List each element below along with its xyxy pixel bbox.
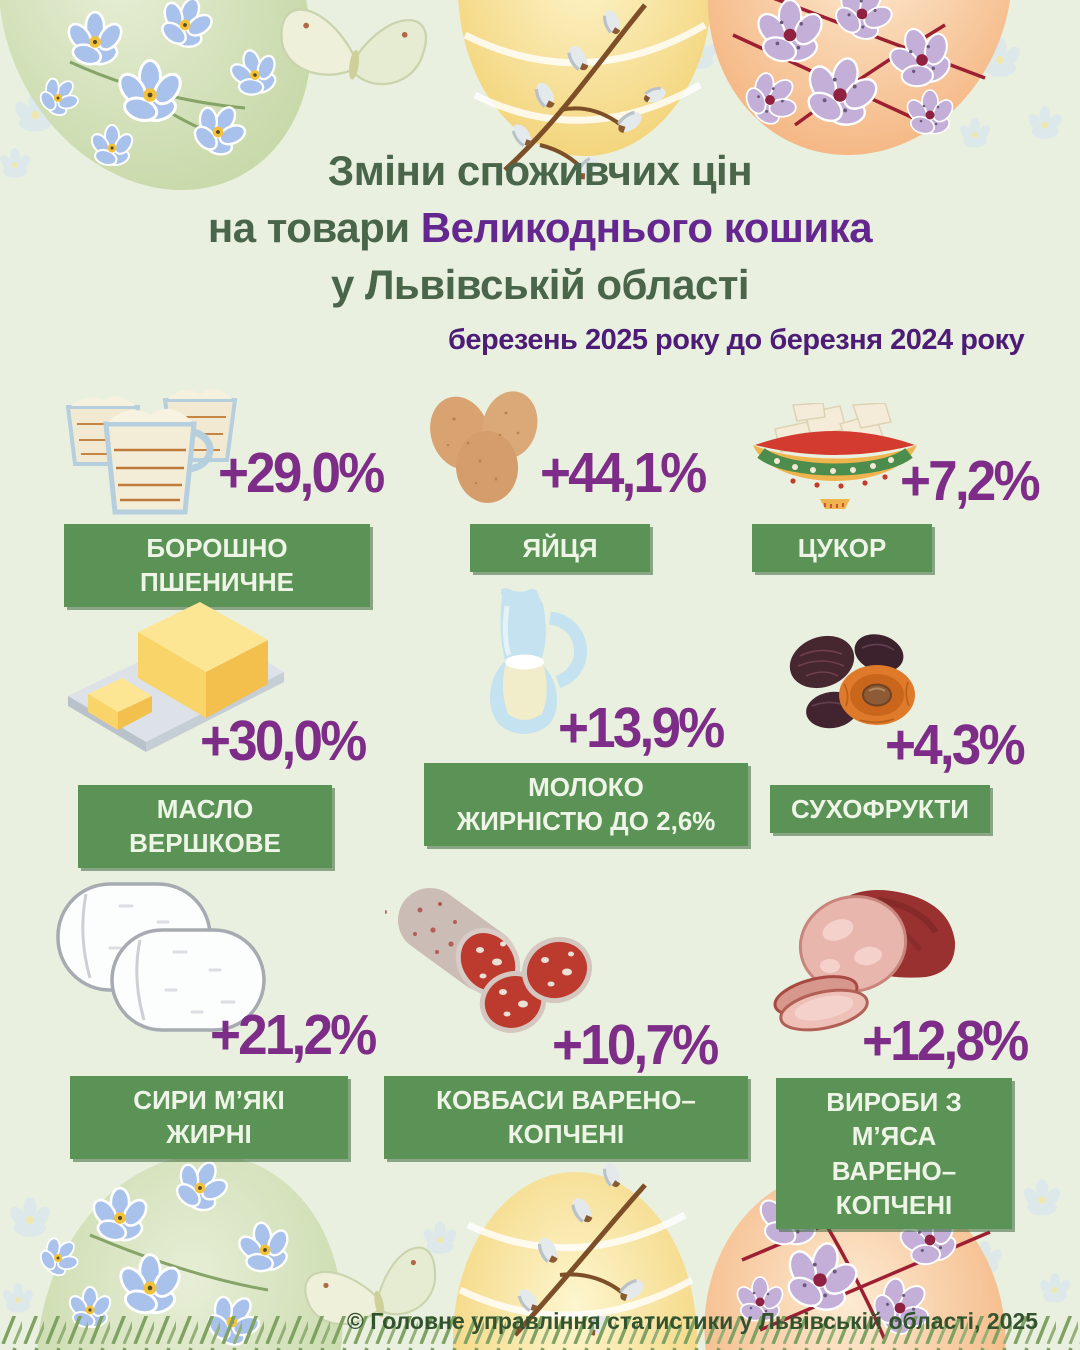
title-line-2-prefix: на товари xyxy=(207,204,421,251)
eggs-icon xyxy=(430,391,538,503)
green-easter-egg xyxy=(37,1154,343,1350)
dried-fruits-icon xyxy=(789,634,915,729)
flour-measuring-cups-icon xyxy=(65,389,238,515)
percentage-value: +13,9% xyxy=(558,696,725,760)
butterfly xyxy=(274,1,430,91)
percentage-value: +21,2% xyxy=(210,1003,377,1067)
product-label: КОВБАСИ ВАРЕНО–КОПЧЕНІ xyxy=(384,1076,748,1159)
percentage-value: +4,3% xyxy=(885,713,1026,777)
product-label: БОРОШНО ПШЕНИЧНЕ xyxy=(64,524,370,607)
title-line-1: Зміни споживчих цін xyxy=(327,147,753,194)
title-line-3: у Львівській області xyxy=(330,261,750,308)
product-label: СУХОФРУКТИ xyxy=(770,785,990,834)
butter-icon xyxy=(68,602,284,752)
title-line-2: на товари Великоднього кошика xyxy=(0,199,1080,256)
milk-jug-icon xyxy=(490,588,587,734)
percentage-value: +7,2% xyxy=(900,449,1041,513)
percentage-value: +29,0% xyxy=(218,441,385,505)
title-block: Зміни споживчих цін на товари Великодньо… xyxy=(0,142,1080,313)
percentage-value: +30,0% xyxy=(200,709,367,773)
product-label: СИРИ М’ЯКІ ЖИРНІ xyxy=(70,1076,348,1159)
subtitle-period: березень 2025 року до березня 2024 року xyxy=(448,324,1025,356)
product-label: МОЛОКО ЖИРНІСТЮ ДО 2,6% xyxy=(424,763,748,846)
title-line-2-highlight: Великоднього кошика xyxy=(420,204,873,251)
percentage-value: +12,8% xyxy=(862,1009,1029,1073)
percentage-value: +44,1% xyxy=(540,441,707,505)
product-label: ЦУКОР xyxy=(752,524,932,573)
sugar-bowl-icon xyxy=(753,403,917,509)
product-label: ВИРОБИ З М’ЯСА ВАРЕНО–КОПЧЕНІ xyxy=(776,1078,1012,1230)
smoked-meat-icon xyxy=(773,890,956,1032)
product-label: МАСЛО ВЕРШКОВЕ xyxy=(78,785,332,868)
smoked-sausage-icon xyxy=(385,888,592,1033)
percentage-value: +10,7% xyxy=(552,1013,719,1077)
soft-cheese-icon xyxy=(56,882,266,1032)
product-label: ЯЙЦЯ xyxy=(470,524,650,573)
footer-credit: © Головне управління статистики у Львівс… xyxy=(346,1308,1038,1334)
